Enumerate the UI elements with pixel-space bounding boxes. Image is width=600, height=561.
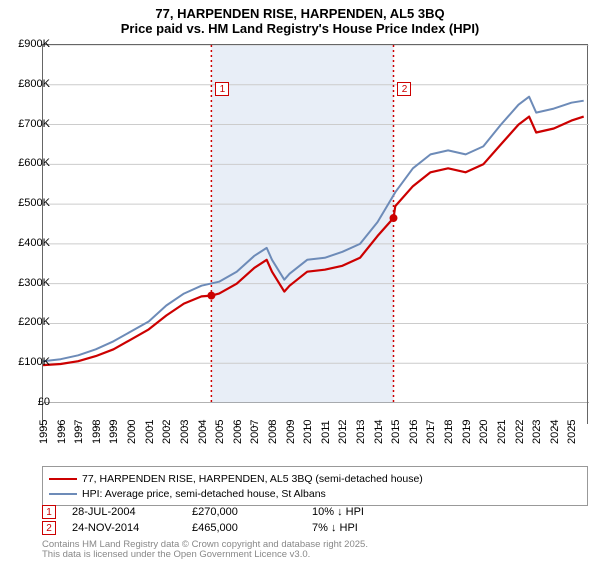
x-tick-label: 2015 xyxy=(390,420,402,444)
x-tick-label: 2019 xyxy=(461,420,473,444)
y-tick-label: £0 xyxy=(38,396,50,408)
x-tick-label: 2013 xyxy=(355,420,367,444)
sale-row: 1 28-JUL-2004£270,00010% ↓ HPI xyxy=(42,504,432,520)
legend-swatch xyxy=(49,493,77,495)
y-tick-label: £200K xyxy=(18,316,50,328)
legend-item: HPI: Average price, semi-detached house,… xyxy=(49,486,581,501)
x-tick-label: 2002 xyxy=(161,420,173,444)
sale-delta: 7% ↓ HPI xyxy=(312,522,432,534)
attribution-line-2: This data is licensed under the Open Gov… xyxy=(42,550,368,560)
x-tick-label: 1995 xyxy=(38,420,50,444)
y-tick-label: £900K xyxy=(18,38,50,50)
sale-price: £465,000 xyxy=(192,522,312,534)
x-tick-label: 2021 xyxy=(496,420,508,444)
x-tick-label: 2025 xyxy=(566,420,578,444)
x-tick-label: 2022 xyxy=(514,420,526,444)
chart-container: 77, HARPENDEN RISE, HARPENDEN, AL5 3BQ P… xyxy=(0,0,600,560)
x-tick-label: 1997 xyxy=(73,420,85,444)
sale-row: 2 24-NOV-2014£465,0007% ↓ HPI xyxy=(42,520,432,536)
sales-table: 1 28-JUL-2004£270,00010% ↓ HPI 2 24-NOV-201… xyxy=(42,504,432,536)
chart-area xyxy=(42,44,588,424)
x-tick-label: 1999 xyxy=(108,420,120,444)
y-tick-label: £100K xyxy=(18,356,50,368)
sale-marker-box: 2 xyxy=(397,82,411,96)
x-tick-label: 2010 xyxy=(302,420,314,444)
legend-label: HPI: Average price, semi-detached house,… xyxy=(82,488,326,500)
x-tick-label: 2000 xyxy=(126,420,138,444)
y-tick-label: £400K xyxy=(18,237,50,249)
x-tick-label: 2016 xyxy=(408,420,420,444)
x-tick-label: 2009 xyxy=(285,420,297,444)
x-tick-label: 2001 xyxy=(144,420,156,444)
sale-index-box: 1 xyxy=(42,505,56,519)
sale-index-box: 2 xyxy=(42,521,56,535)
legend: 77, HARPENDEN RISE, HARPENDEN, AL5 3BQ (… xyxy=(42,466,588,506)
x-tick-label: 1996 xyxy=(56,420,68,444)
y-tick-label: £600K xyxy=(18,157,50,169)
x-tick-label: 2005 xyxy=(214,420,226,444)
legend-item: 77, HARPENDEN RISE, HARPENDEN, AL5 3BQ (… xyxy=(49,471,581,486)
y-tick-label: £800K xyxy=(18,78,50,90)
sale-marker-box: 1 xyxy=(215,82,229,96)
plot-svg xyxy=(43,45,589,403)
x-axis: 1995199619971998199920002001200220032004… xyxy=(42,424,588,464)
x-tick-label: 1998 xyxy=(91,420,103,444)
y-tick-label: £300K xyxy=(18,277,50,289)
title-line-2: Price paid vs. HM Land Registry's House … xyxy=(0,21,600,36)
sale-price: £270,000 xyxy=(192,506,312,518)
x-tick-label: 2017 xyxy=(425,420,437,444)
y-tick-label: £700K xyxy=(18,118,50,130)
x-tick-label: 2007 xyxy=(249,420,261,444)
x-tick-label: 2024 xyxy=(549,420,561,444)
sale-date: 28-JUL-2004 xyxy=(72,506,192,518)
x-tick-label: 2012 xyxy=(337,420,349,444)
x-tick-label: 2014 xyxy=(373,420,385,444)
legend-swatch xyxy=(49,478,77,480)
y-tick-label: £500K xyxy=(18,197,50,209)
sale-delta: 10% ↓ HPI xyxy=(312,506,432,518)
x-tick-label: 2011 xyxy=(320,420,332,444)
x-tick-label: 2020 xyxy=(478,420,490,444)
x-tick-label: 2004 xyxy=(197,420,209,444)
x-tick-label: 2023 xyxy=(531,420,543,444)
attribution: Contains HM Land Registry data © Crown c… xyxy=(42,540,368,561)
x-tick-label: 2006 xyxy=(232,420,244,444)
x-tick-label: 2008 xyxy=(267,420,279,444)
x-tick-label: 2003 xyxy=(179,420,191,444)
sale-date: 24-NOV-2014 xyxy=(72,522,192,534)
x-tick-label: 2018 xyxy=(443,420,455,444)
legend-label: 77, HARPENDEN RISE, HARPENDEN, AL5 3BQ (… xyxy=(82,473,423,485)
title-line-1: 77, HARPENDEN RISE, HARPENDEN, AL5 3BQ xyxy=(0,6,600,21)
title-block: 77, HARPENDEN RISE, HARPENDEN, AL5 3BQ P… xyxy=(0,0,600,38)
